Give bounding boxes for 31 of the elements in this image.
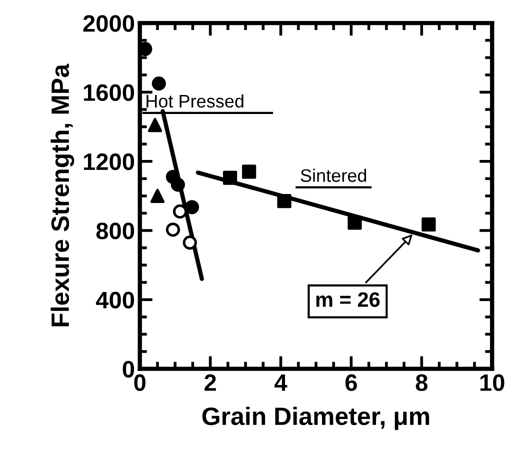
annotation: m = 26: [316, 292, 380, 307]
x-tick-label: 6: [346, 374, 357, 392]
point: [348, 216, 362, 230]
y-tick-label: 800: [96, 222, 134, 240]
y-tick-label: 400: [96, 292, 134, 308]
point: [222, 170, 238, 185]
point: [277, 194, 292, 208]
x-tick-label: 4: [274, 374, 288, 391]
x-tick-label: 2: [204, 374, 216, 391]
x-axis-title: Grain Diameter, μm: [202, 406, 430, 430]
x-tick-label: 8: [416, 374, 428, 392]
annotation: Hot Pressed: [146, 94, 244, 108]
y-tick-label: 0: [122, 360, 134, 378]
point: [242, 164, 256, 179]
point: [150, 188, 165, 203]
y-tick-label: 1600: [84, 84, 134, 101]
point: [172, 204, 188, 219]
point: [152, 76, 166, 91]
point: [182, 236, 197, 250]
y-tick-label: 1200: [84, 153, 134, 170]
point: [184, 200, 200, 214]
point: [422, 217, 436, 232]
point: [140, 42, 152, 56]
annotation: Sintered: [300, 168, 366, 182]
x-tick-label: 0: [134, 374, 146, 392]
y-axis-title: Flexure Strength, MPa: [50, 64, 74, 326]
point: [170, 178, 185, 192]
y-tick-label: 2000: [83, 15, 134, 32]
x-tick-label: 10: [480, 374, 504, 392]
point: [166, 222, 180, 237]
point: [148, 118, 162, 132]
